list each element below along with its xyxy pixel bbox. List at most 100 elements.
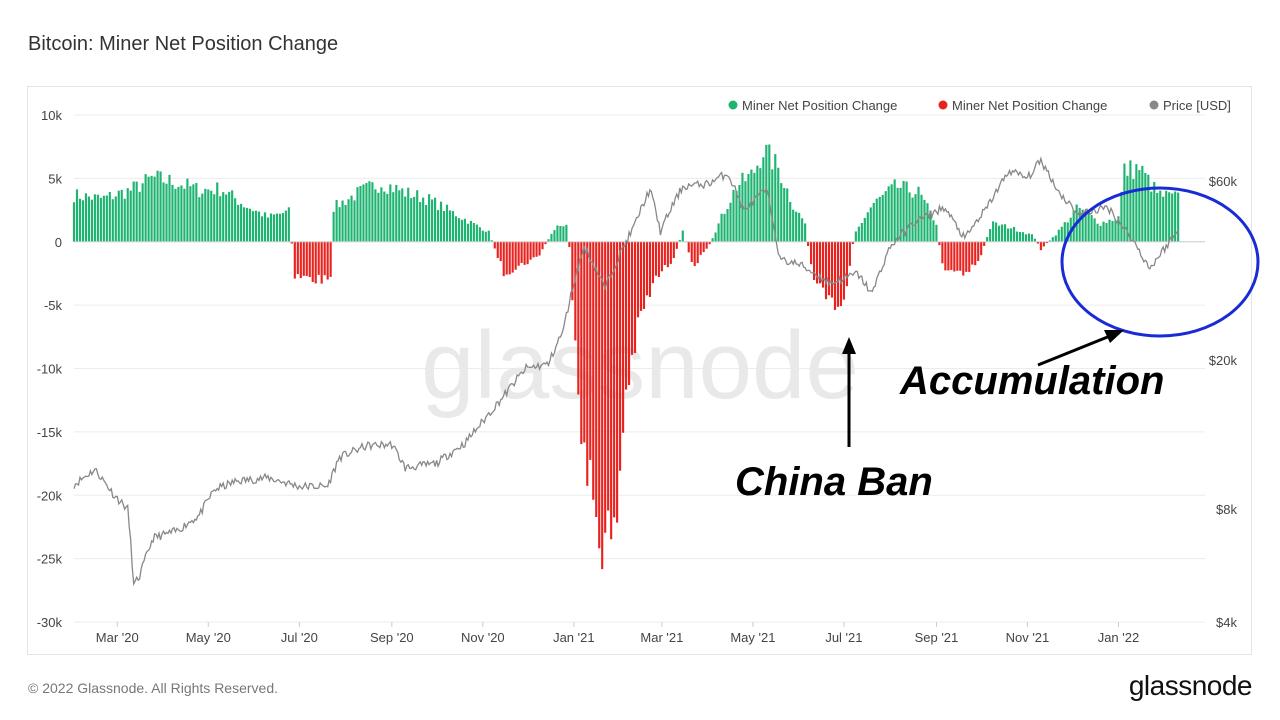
- bar-positive: [177, 186, 180, 242]
- bar-negative: [630, 241, 634, 355]
- bar-positive: [995, 222, 998, 242]
- bar-positive: [147, 176, 150, 242]
- bar-negative: [962, 241, 965, 276]
- bar-positive: [368, 181, 371, 242]
- x-tick-label: May '21: [730, 630, 775, 645]
- bar-positive: [1021, 232, 1025, 242]
- bar-positive: [478, 227, 481, 242]
- x-tick-label: May '20: [186, 630, 231, 645]
- bar-negative: [702, 241, 705, 253]
- bar-negative: [839, 241, 843, 307]
- bar-positive: [1138, 170, 1141, 242]
- bar-positive: [413, 196, 416, 242]
- bar-positive: [448, 210, 452, 242]
- bar-positive: [347, 199, 350, 242]
- bar-positive: [1024, 234, 1028, 242]
- bar-positive: [1006, 228, 1010, 242]
- bar-negative: [299, 241, 302, 279]
- bar-positive: [1177, 192, 1180, 242]
- bar-positive: [422, 197, 425, 242]
- bar-positive: [81, 200, 85, 242]
- bar-negative: [950, 241, 953, 270]
- x-tick-label: Jul '20: [281, 630, 318, 645]
- bar-negative: [959, 241, 962, 271]
- bar-positive: [219, 196, 222, 242]
- bar-positive: [920, 194, 923, 242]
- bar-positive: [192, 184, 195, 242]
- bar-positive: [144, 174, 147, 242]
- x-tick-label: Jan '21: [553, 630, 595, 645]
- bar-positive: [738, 184, 741, 242]
- bar-negative: [571, 241, 574, 301]
- legend: Miner Net Position Change Miner Net Posit…: [728, 98, 1231, 113]
- bar-negative: [329, 241, 332, 277]
- bar-negative: [815, 241, 819, 284]
- bar-negative: [520, 241, 523, 264]
- bar-positive: [1159, 190, 1162, 242]
- bar-negative: [675, 241, 678, 249]
- bar-negative: [842, 241, 845, 300]
- bar-positive: [714, 232, 717, 242]
- bar-negative: [830, 241, 834, 298]
- bar-positive: [998, 225, 1001, 242]
- bar-positive: [237, 204, 240, 242]
- bar-positive: [246, 207, 249, 242]
- bar-positive: [863, 217, 866, 242]
- bar-positive: [750, 169, 753, 242]
- bar-positive: [1090, 215, 1093, 242]
- bar-positive: [1063, 222, 1066, 242]
- bar-negative: [529, 241, 532, 260]
- bar-negative: [699, 241, 702, 255]
- bar-positive: [93, 194, 96, 242]
- bar-positive: [783, 188, 786, 242]
- bar-positive: [732, 189, 735, 242]
- bar-negative: [708, 241, 711, 245]
- bar-positive: [243, 207, 246, 242]
- bar-series: [72, 144, 1205, 570]
- bar-negative: [320, 241, 323, 284]
- bar-positive: [398, 190, 401, 242]
- bar-negative: [535, 241, 538, 257]
- bar-negative: [633, 241, 637, 354]
- bar-positive: [472, 222, 475, 242]
- bar-positive: [132, 181, 135, 242]
- y-right-tick-label: $8k: [1216, 502, 1237, 517]
- bar-negative: [613, 241, 616, 518]
- bar-positive: [180, 185, 183, 242]
- bar-positive: [380, 187, 383, 242]
- bar-positive: [460, 219, 464, 242]
- y-left-tick-label: -15k: [37, 425, 63, 440]
- bar-positive: [445, 204, 449, 242]
- bar-positive: [753, 172, 756, 242]
- bar-positive: [795, 211, 798, 242]
- bar-positive: [225, 194, 228, 242]
- bar-negative: [1036, 241, 1039, 244]
- bar-negative: [690, 241, 693, 263]
- accumulation-annotation: Accumulation: [899, 186, 1260, 403]
- bar-positive: [401, 188, 404, 242]
- bar-positive: [392, 192, 395, 242]
- bar-positive: [917, 186, 920, 242]
- bar-negative: [511, 241, 514, 273]
- bar-positive: [1165, 190, 1168, 242]
- bar-positive: [419, 201, 422, 242]
- page-title: Bitcoin: Miner Net Position Change: [28, 33, 339, 55]
- bar-positive: [1087, 213, 1090, 242]
- watermark: glassnode: [421, 312, 859, 419]
- bar-positive: [866, 212, 869, 242]
- bar-positive: [1120, 191, 1123, 242]
- bar-negative: [317, 241, 320, 275]
- bar-positive: [902, 180, 905, 242]
- bar-positive: [162, 182, 165, 242]
- bar-positive: [404, 196, 407, 242]
- bar-negative: [619, 241, 622, 471]
- x-tick-label: Sep '21: [915, 630, 959, 645]
- bar-positive: [1171, 193, 1174, 242]
- bar-positive: [1105, 223, 1108, 242]
- y-left-tick-label: -5k: [44, 298, 63, 313]
- bar-positive: [1147, 174, 1150, 242]
- bar-positive: [84, 193, 88, 242]
- bar-positive: [678, 239, 681, 242]
- bar-negative: [971, 241, 974, 265]
- bar-positive: [210, 190, 213, 242]
